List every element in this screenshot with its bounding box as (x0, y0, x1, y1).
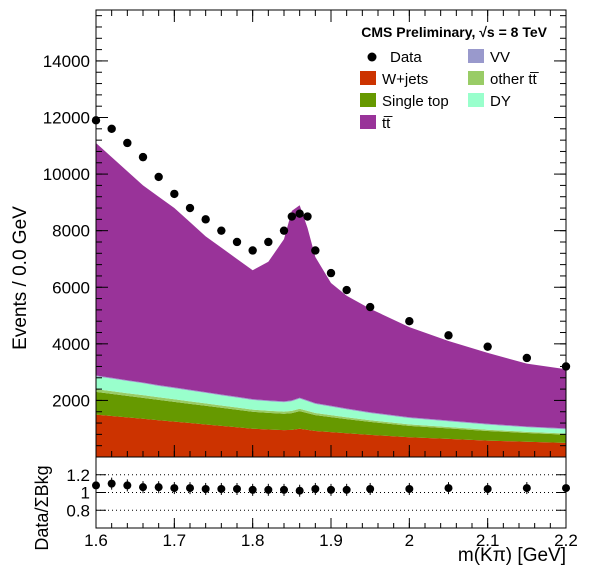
x-tick-label: 1.6 (84, 531, 108, 550)
data-point (264, 237, 273, 247)
data-point (287, 212, 297, 221)
legend-label: VV (490, 49, 510, 66)
data-point (342, 285, 351, 295)
legend-item-dy: DY (468, 93, 511, 110)
ratio-y-axis: 0.811.2 (66, 466, 566, 520)
legend-label: DY (490, 93, 511, 110)
legend-swatch (468, 71, 484, 85)
ratio-point (139, 483, 147, 492)
series-area-tt (96, 142, 566, 429)
main-x-axis-ticks (95, 10, 567, 457)
data-points (91, 116, 571, 371)
legend-item-w-jets: W+jets (360, 71, 428, 88)
legend-marker (367, 52, 377, 62)
legend-swatch (360, 71, 376, 85)
ratio-point (186, 484, 194, 493)
ratio-point (264, 485, 273, 494)
legend-swatch (468, 93, 484, 107)
y-tick-label: 12000 (43, 109, 90, 128)
main-y-axis: 2000 4000 6000 8000 10000 12000 14000 (43, 15, 566, 447)
data-point (201, 215, 210, 224)
x-tick-label: 2.1 (476, 531, 500, 550)
y-tick-label: 2000 (52, 391, 90, 410)
data-point (170, 189, 179, 199)
legend-item-vv: VV (468, 49, 510, 66)
ratio-point (366, 484, 375, 493)
legend-label: W+jets (382, 71, 428, 88)
series-area-single-top (96, 391, 566, 443)
series-area-w-jets (96, 414, 566, 457)
x-tick-label: 2 (405, 531, 414, 550)
ratio-point (123, 481, 132, 490)
y-tick-label: 4000 (52, 335, 90, 354)
data-point (248, 246, 257, 255)
ratio-point (154, 483, 163, 492)
y-tick-label: 6000 (52, 278, 90, 297)
data-point (483, 342, 492, 351)
legend-swatch (360, 115, 376, 129)
ratio-y-tick-label: 1 (81, 484, 90, 503)
data-point (185, 203, 195, 213)
y-tick-label: 14000 (43, 52, 90, 71)
legend-label: Data (390, 49, 422, 66)
data-point (522, 353, 532, 363)
legend-swatch (360, 93, 376, 107)
ratio-point (295, 486, 304, 495)
ratio-point (483, 484, 492, 493)
legend-label: other tt̅ (490, 71, 539, 88)
main-y-axis-label: Events / 0.0 GeV (10, 206, 31, 350)
y-tick-label: 8000 (52, 222, 90, 241)
ratio-point (217, 484, 226, 493)
legend: Data VV W+jets other tt̅ Single top DY tt̅ (360, 49, 539, 132)
y-tick-label: 10000 (43, 165, 90, 184)
legend-label: Single top (382, 93, 449, 110)
legend-item-tt: tt̅ (360, 115, 393, 132)
x-tick-label: 1.7 (163, 531, 187, 550)
data-point (217, 226, 226, 235)
x-axis: 1.6 1.7 1.8 1.9 2 2.1 2.2 (84, 518, 578, 550)
x-tick-label: 1.9 (319, 531, 343, 550)
x-tick-label: 1.8 (241, 531, 265, 550)
data-point (107, 124, 116, 134)
ratio-point (405, 484, 414, 493)
ratio-y-tick-label: 0.8 (66, 501, 90, 520)
ratio-point (444, 484, 453, 493)
legend-item-single-top: Single top (360, 93, 449, 110)
data-point (311, 246, 320, 255)
ratio-point (311, 484, 320, 493)
data-point (295, 209, 304, 218)
chart-header: CMS Preliminary, √s = 8 TeV (361, 24, 547, 40)
series-area-dy (96, 376, 566, 434)
ratio-point (201, 484, 210, 493)
ratio-point (170, 484, 179, 493)
ratio-point (522, 484, 531, 493)
ratio-point (107, 479, 116, 488)
legend-item-data: Data (367, 49, 422, 66)
data-point (232, 237, 242, 247)
legend-swatch (468, 49, 484, 63)
ratio-y-axis-label: Data/ΣBkg (32, 465, 52, 550)
stacked-histograms (96, 142, 566, 457)
ratio-point (248, 485, 257, 494)
data-point (123, 138, 132, 148)
data-point (365, 302, 375, 312)
data-point (154, 172, 163, 182)
ratio-point (342, 485, 351, 494)
data-point (303, 212, 312, 221)
ratio-point (280, 485, 288, 494)
data-point (138, 152, 148, 162)
data-point (405, 317, 414, 326)
legend-label: tt̅ (382, 115, 393, 132)
data-point (279, 226, 289, 235)
data-point (444, 331, 453, 340)
x-tick-label: 2.2 (554, 531, 578, 550)
ratio-y-tick-label: 1.2 (66, 466, 90, 485)
ratio-point (327, 485, 335, 494)
x-axis-label: m(Kπ) [GeV] (458, 545, 566, 566)
legend-item-other-tt: other tt̅ (468, 71, 539, 88)
data-point (326, 268, 336, 278)
ratio-point (233, 484, 241, 493)
